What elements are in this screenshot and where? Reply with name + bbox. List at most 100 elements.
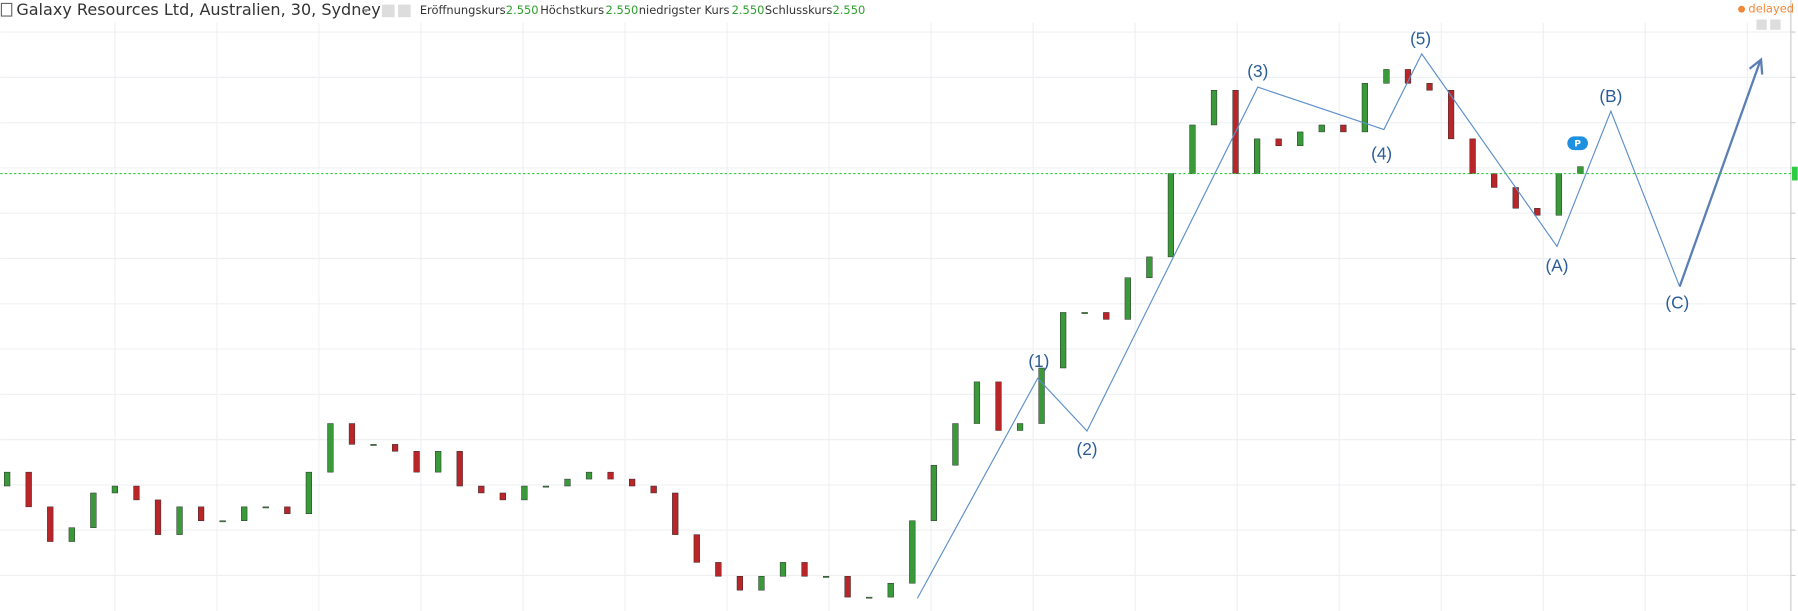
- wave-label: (5): [1410, 29, 1431, 49]
- candle-body: [1383, 69, 1390, 84]
- candle-body: [47, 506, 54, 542]
- field-value: 2.550: [506, 3, 539, 17]
- candle-body: [1146, 256, 1153, 278]
- field-label: niedrigster Kurs: [639, 3, 730, 17]
- candle-body: [478, 485, 485, 494]
- field-value: 2.550: [732, 3, 765, 17]
- candle-body: [866, 596, 873, 599]
- candle-body: [370, 444, 377, 446]
- candle-body: [1469, 138, 1476, 174]
- candle-body: [348, 423, 356, 445]
- candle-body: [801, 562, 808, 577]
- wave-lines: [916, 52, 1681, 599]
- wave-labels: (1) (2) (3) (4) (5) (A) (B) (C): [1028, 29, 1689, 459]
- candle-body: [1318, 124, 1325, 133]
- candle-body: [1340, 124, 1347, 133]
- field-label: Eröffnungskurs: [420, 3, 506, 17]
- candle-body: [1124, 277, 1131, 320]
- candle-body: [758, 576, 765, 591]
- wave-label: (2): [1076, 439, 1097, 459]
- candle-body: [693, 534, 700, 563]
- candle-body: [607, 471, 614, 480]
- candle-body: [887, 582, 894, 598]
- candle-body: [241, 506, 248, 521]
- wave-label: (4): [1371, 143, 1392, 163]
- field-value: 2.550: [833, 3, 866, 17]
- icon[interactable]: [1770, 19, 1781, 30]
- candle-body: [1447, 90, 1455, 140]
- candle-body: [4, 471, 11, 487]
- candle-body: [1491, 173, 1498, 188]
- candle-body: [435, 451, 442, 473]
- candle-body: [68, 527, 75, 542]
- candle-body: [198, 506, 205, 521]
- candle-body: [456, 451, 463, 487]
- candle-body: [650, 485, 657, 494]
- symbol-title: Galaxy Resources Ltd, Australien, 30, Sy…: [16, 0, 381, 19]
- candle-body: [930, 464, 937, 521]
- candle-body: [499, 492, 506, 501]
- wave-label: (1): [1028, 351, 1049, 371]
- wave-label: (3): [1247, 61, 1268, 81]
- candle-body: [176, 506, 183, 535]
- candle-body: [564, 478, 571, 487]
- candle-body: [25, 471, 32, 508]
- candle-body: [391, 444, 399, 452]
- candle-body: [1534, 208, 1541, 216]
- icon[interactable]: [1756, 19, 1767, 30]
- field-value: 2.550: [606, 3, 639, 17]
- ohlc-fields: Eröffnungskurs 2.550 Höchstkurs 2.550 niedri…: [420, 3, 865, 17]
- candle-body: [1297, 131, 1304, 147]
- candle-body: [952, 423, 959, 466]
- marker-badge: [1567, 136, 1588, 151]
- candle-body: [1016, 423, 1024, 431]
- candle-body: [521, 485, 528, 501]
- candle-body: [1189, 124, 1196, 174]
- wave-arrow: [1678, 61, 1761, 287]
- icon[interactable]: [398, 4, 411, 18]
- marker-label: P: [1574, 138, 1581, 149]
- candle-body: [542, 485, 550, 488]
- candle-body: [1103, 312, 1110, 320]
- candle-body: [995, 381, 1002, 431]
- wave-label: (A): [1546, 256, 1569, 276]
- candle-body: [1361, 83, 1368, 133]
- candle-body: [284, 506, 291, 515]
- candle-body: [1167, 173, 1175, 258]
- candle-body: [133, 485, 140, 501]
- candle-body: [672, 492, 679, 535]
- candle-body: [1555, 173, 1562, 216]
- status: delayed: [1748, 2, 1794, 16]
- candle-body: [1038, 367, 1045, 424]
- dropdown[interactable]: [362, 9, 370, 13]
- candle-body: [111, 485, 118, 494]
- candle-body: [1254, 138, 1261, 174]
- candle-body: [629, 478, 636, 487]
- wave-label: (B): [1599, 86, 1622, 106]
- candle-body: [585, 471, 593, 480]
- candle-body: [154, 499, 162, 535]
- candle-body: [413, 451, 420, 473]
- wave-label: (C): [1665, 292, 1689, 312]
- candle-body: [90, 492, 97, 528]
- candle-body: [736, 576, 743, 591]
- candle-body: [1426, 83, 1433, 91]
- candle-body: [1275, 138, 1282, 147]
- candle-body: [1081, 312, 1088, 314]
- candle-body: [822, 576, 830, 578]
- candle-body: [909, 520, 916, 584]
- field-label: Schlusskurs: [765, 3, 832, 17]
- status-dot: [1738, 5, 1745, 13]
- candle-body: [1577, 166, 1584, 174]
- candle-body: [327, 423, 334, 473]
- candle-body: [1210, 90, 1218, 126]
- arrow-head: [1748, 57, 1764, 75]
- candle-body: [973, 381, 981, 424]
- icon-box: [0, 2, 13, 17]
- icon[interactable]: [382, 4, 395, 18]
- field-label: Höchstkurs: [540, 3, 604, 17]
- candle-body: [779, 562, 787, 577]
